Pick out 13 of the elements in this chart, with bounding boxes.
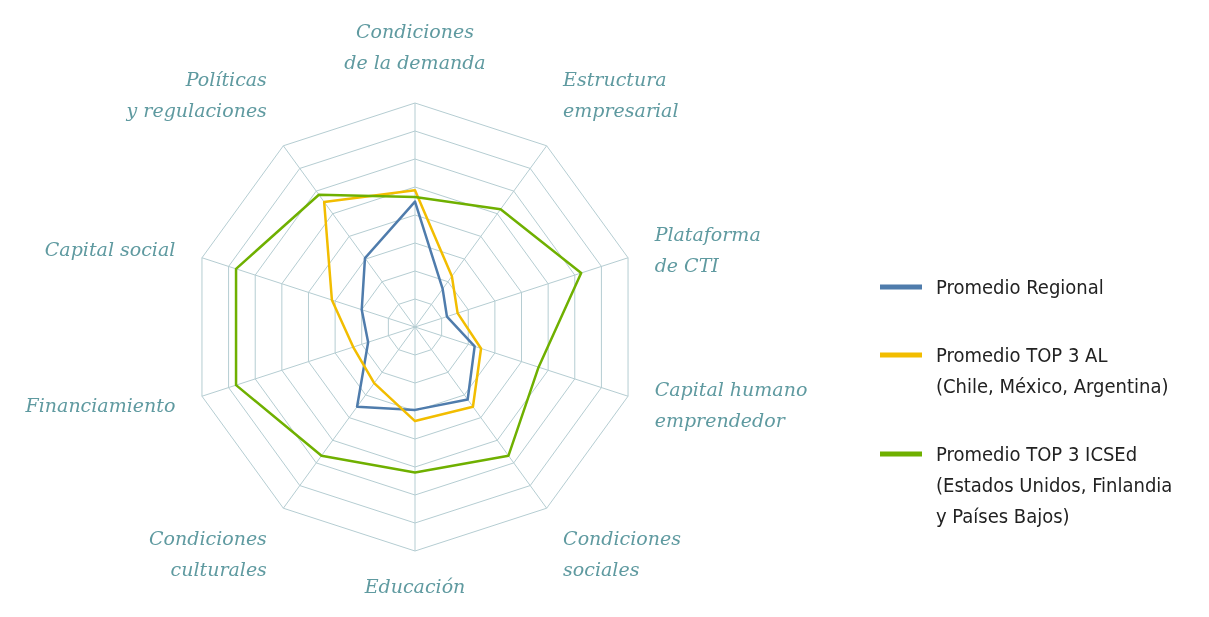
spoke-label: Plataforma de CTI [653,222,761,276]
spoke-label: Condiciones sociales [563,526,682,580]
spoke-label: Educación [363,575,466,597]
legend-label: Promedio TOP 3 AL (Chile, México, Argentina) [936,343,1169,398]
legend-label: Promedio Regional [936,275,1104,299]
legend-label: Promedio TOP 3 ICSEd (Estados Unidos, Finlandia y Países Bajos) [936,442,1173,528]
spoke-label: Financiamiento [24,393,176,416]
spoke-label: Capital social [44,238,176,261]
spoke-label: Estructura empresarial [562,68,679,122]
spoke-label: Capital humano emprendedor [654,378,808,432]
spoke-label: Condiciones de la demanda [344,20,486,73]
spoke-label: Condiciones culturales [149,526,268,580]
spoke-label: Políticas y regulaciones [125,68,268,122]
